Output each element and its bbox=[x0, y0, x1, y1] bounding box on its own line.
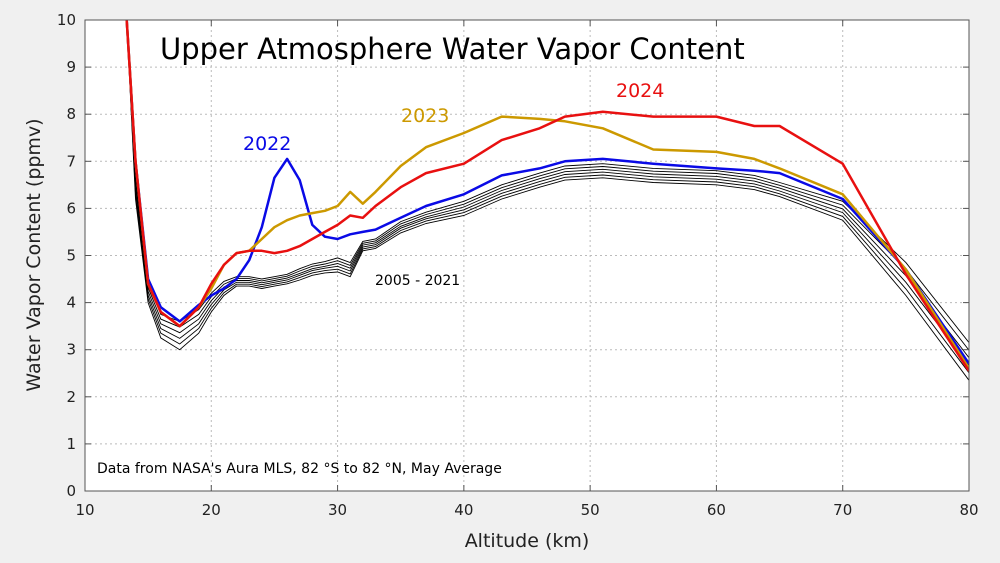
background-series-line bbox=[126, 20, 969, 374]
y-tick-label: 2 bbox=[66, 388, 76, 406]
x-axis-label: Altitude (km) bbox=[465, 530, 590, 552]
highlight-series bbox=[125, 20, 969, 372]
y-tick-label: 3 bbox=[66, 341, 76, 359]
data-source-annotation: Data from NASA's Aura MLS, 82 °S to 82 °… bbox=[97, 461, 502, 477]
background-series-line bbox=[126, 20, 969, 366]
series-label-2022: 2022 bbox=[243, 133, 291, 155]
y-tick-label: 6 bbox=[66, 199, 76, 217]
x-tick-label: 40 bbox=[454, 501, 473, 519]
y-tick-label: 8 bbox=[66, 105, 76, 123]
y-tick-label: 9 bbox=[66, 58, 76, 76]
y-tick-label: 4 bbox=[66, 294, 76, 312]
x-tick-label: 30 bbox=[328, 501, 347, 519]
series-line-2022 bbox=[125, 20, 969, 365]
x-tick-label: 10 bbox=[75, 501, 94, 519]
series-label-2023: 2023 bbox=[401, 105, 449, 127]
x-tick-label: 20 bbox=[202, 501, 221, 519]
grid bbox=[85, 20, 969, 491]
x-tick-label: 50 bbox=[581, 501, 600, 519]
y-axis-label: Water Vapor Content (ppmv) bbox=[23, 118, 45, 391]
background-series-line bbox=[126, 20, 969, 351]
y-tick-label: 1 bbox=[66, 435, 76, 453]
y-tick-label: 10 bbox=[57, 11, 76, 29]
y-tick-label: 7 bbox=[66, 152, 76, 170]
x-tick-label: 60 bbox=[707, 501, 726, 519]
axis-ticks: 10 20 30 40 50 60 70 80 0 1 2 3 4 5 6 7 8 9 10 bbox=[57, 11, 979, 519]
x-tick-label: 70 bbox=[833, 501, 852, 519]
y-tick-label: 0 bbox=[66, 482, 76, 500]
series-label-2005-2021: 2005 - 2021 bbox=[375, 273, 460, 289]
series-label-2024: 2024 bbox=[616, 80, 664, 102]
background-series-line bbox=[126, 20, 969, 358]
x-tick-label: 80 bbox=[959, 501, 978, 519]
chart-title: Upper Atmosphere Water Vapor Content bbox=[160, 32, 745, 66]
y-tick-label: 5 bbox=[66, 247, 76, 265]
background-series-line bbox=[126, 20, 969, 381]
series-line-2024 bbox=[125, 20, 969, 372]
